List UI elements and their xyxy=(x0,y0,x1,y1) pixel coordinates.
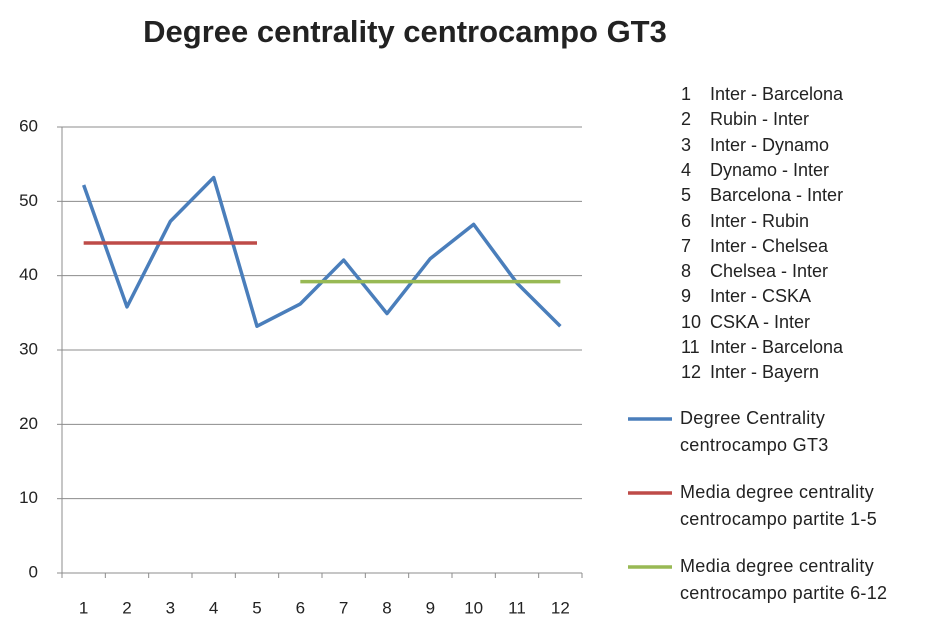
note-number: 7 xyxy=(681,235,692,256)
note-label: Inter - Chelsea xyxy=(710,235,829,256)
y-tick-label: 30 xyxy=(19,339,38,358)
note-label: Dynamo - Inter xyxy=(710,159,830,180)
note-label: Inter - Dynamo xyxy=(710,134,830,155)
x-tick-label: 9 xyxy=(426,598,435,617)
note-number: 3 xyxy=(681,134,692,155)
note-number: 10 xyxy=(681,311,702,332)
chart-title: Degree centrality centrocampo GT3 xyxy=(143,14,667,49)
x-tick-label: 10 xyxy=(464,598,483,617)
note-number: 9 xyxy=(681,286,692,307)
y-tick-label: 50 xyxy=(19,191,38,210)
note-label: Chelsea - Inter xyxy=(710,261,829,282)
series-line xyxy=(82,175,562,328)
note-label: Inter - Bayern xyxy=(710,362,820,383)
x-tick-label: 7 xyxy=(339,598,348,617)
note-label: Rubin - Inter xyxy=(710,109,810,130)
x-tick-label: 11 xyxy=(508,598,526,617)
note-number: 1 xyxy=(681,84,692,104)
note-label: Inter - Rubin xyxy=(710,210,810,231)
x-tick-label: 4 xyxy=(209,598,218,617)
y-tick-label: 0 xyxy=(29,562,38,581)
x-tick-label: 8 xyxy=(382,598,391,617)
note-label: Inter - Barcelona xyxy=(710,337,844,357)
x-tick-label: 5 xyxy=(252,598,261,617)
y-tick-label: 20 xyxy=(19,414,38,433)
y-tick-label: 40 xyxy=(19,265,38,284)
legend-label: Media degree centrality centrocampo part… xyxy=(680,556,888,603)
x-tick-label: 12 xyxy=(551,598,570,617)
note-number: 8 xyxy=(681,261,692,282)
x-tick-label: 1 xyxy=(79,598,88,617)
note-number: 6 xyxy=(681,210,692,231)
note-number: 12 xyxy=(681,362,702,383)
legend-label: Degree Centrality centrocampo GT3 xyxy=(680,408,829,455)
x-tick-label: 6 xyxy=(296,598,305,617)
note-label: Inter - Barcelona xyxy=(710,84,844,104)
note-number: 11 xyxy=(681,337,700,357)
note-label: Inter - CSKA xyxy=(710,286,812,307)
note-label: CSKA - Inter xyxy=(710,311,811,332)
note-label: Barcelona - Inter xyxy=(710,185,844,206)
legend-label: Media degree centrality centrocampo part… xyxy=(680,482,877,529)
x-tick-label: 3 xyxy=(166,598,175,617)
note-number: 5 xyxy=(681,185,692,206)
note-number: 4 xyxy=(681,159,692,180)
note-number: 2 xyxy=(681,109,692,130)
y-tick-label: 10 xyxy=(19,488,38,507)
x-tick-label: 2 xyxy=(122,598,131,617)
y-tick-label: 60 xyxy=(19,116,38,135)
